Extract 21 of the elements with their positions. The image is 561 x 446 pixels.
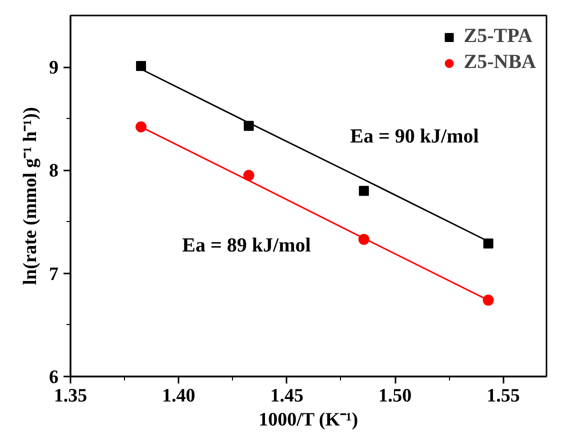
y-tick-label: 6 (49, 367, 58, 388)
y-axis-title: ln(rate (mmol g⁻¹ h⁻¹)) (20, 106, 41, 285)
y-tick-label: 9 (49, 58, 58, 79)
point (358, 186, 369, 196)
x-axis-title: 1000/T (K⁻¹) (258, 410, 358, 430)
point (243, 170, 254, 181)
annotation: Ea = 89 kJ/mol (182, 234, 312, 256)
x-tick-label: 1.55 (486, 386, 520, 406)
point (136, 61, 146, 72)
x-tick-label: 1.40 (162, 386, 196, 406)
legend-label: Z5-NBA (464, 51, 536, 74)
legend-label: Z5-TPA (464, 25, 532, 48)
x-tick-label: 1.50 (378, 386, 412, 406)
annotation: Ea = 90 kJ/mol (350, 126, 480, 148)
point (482, 294, 494, 306)
x-tick-label: 1.45 (270, 386, 304, 406)
x-tick-label: 1.35 (54, 386, 88, 406)
point (483, 238, 494, 248)
y-tick-label: 8 (49, 160, 58, 182)
y-tick-label: 7 (49, 264, 59, 285)
point (136, 121, 147, 132)
